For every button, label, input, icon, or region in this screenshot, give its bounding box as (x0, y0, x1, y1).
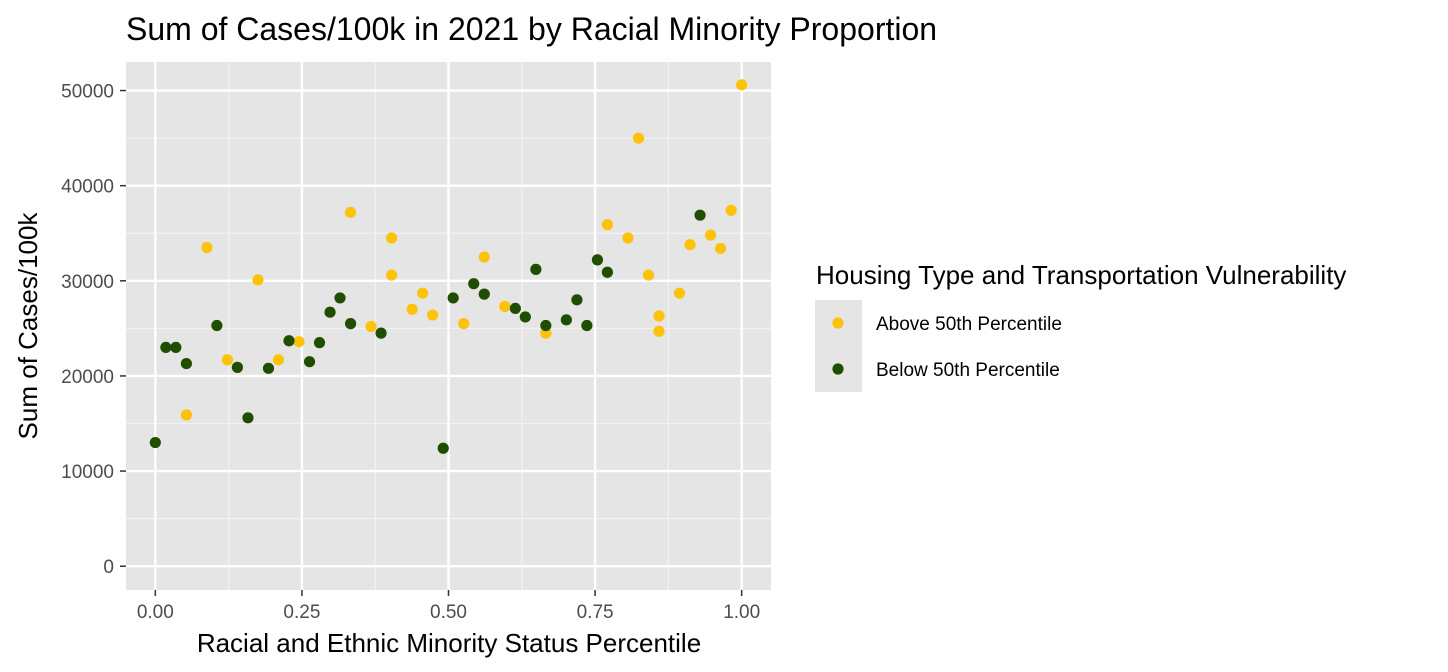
data-point (170, 341, 182, 354)
data-point (468, 278, 480, 290)
data-point (386, 232, 398, 244)
data-points (149, 79, 748, 454)
data-point (375, 327, 387, 339)
data-point (201, 241, 213, 254)
data-point (694, 209, 706, 221)
data-point (313, 337, 326, 349)
chart-title: Sum of Cases/100k in 2021 by Racial Mino… (126, 11, 937, 47)
data-point (334, 292, 346, 304)
x-tick-label: 0.75 (577, 602, 614, 623)
data-point (499, 300, 511, 313)
y-tick-label: 0 (103, 557, 114, 578)
data-point (581, 319, 593, 332)
legend-marker-above (832, 317, 844, 329)
x-tick-label: 0.50 (430, 602, 467, 623)
data-point (673, 287, 686, 299)
x-axis: 0.00 0.25 0.50 0.75 1.00 (137, 590, 760, 623)
data-point (324, 306, 336, 318)
data-point (231, 361, 244, 373)
data-point (283, 335, 295, 347)
data-point (478, 288, 490, 300)
data-point (272, 354, 285, 366)
data-point (601, 219, 614, 231)
legend-label-above: Above 50th Percentile (876, 314, 1062, 335)
data-point (447, 292, 459, 304)
grid-major-lines (126, 62, 771, 590)
y-axis: 0 10000 20000 30000 40000 50000 (61, 82, 126, 578)
data-point (684, 239, 696, 251)
x-tick-label: 0.25 (283, 602, 320, 623)
data-point (478, 251, 490, 263)
data-point (180, 409, 192, 421)
y-axis-title: Sum of Cases/100k (13, 212, 43, 440)
data-point (406, 303, 418, 315)
data-point (653, 325, 665, 337)
data-point (705, 229, 717, 241)
data-point (365, 320, 377, 333)
data-point (242, 412, 254, 424)
legend: Housing Type and Transportation Vulnerab… (815, 260, 1346, 392)
data-point (714, 242, 727, 255)
x-axis-title: Racial and Ethnic Minority Status Percen… (197, 628, 701, 658)
data-point (509, 302, 521, 314)
y-tick-label: 50000 (61, 82, 114, 103)
data-point (642, 269, 655, 281)
data-point (571, 294, 583, 306)
legend-marker-below (832, 363, 844, 375)
y-tick-label: 30000 (61, 272, 114, 293)
data-point (560, 314, 572, 326)
data-point (427, 309, 439, 321)
y-tick-label: 10000 (61, 462, 114, 483)
data-point (519, 311, 531, 323)
data-point (601, 266, 614, 278)
data-point (458, 318, 470, 330)
data-point (344, 206, 357, 218)
data-point (417, 287, 429, 299)
legend-label-below: Below 50th Percentile (876, 360, 1060, 381)
data-point (437, 442, 449, 454)
data-point (221, 354, 234, 366)
data-point (386, 269, 398, 281)
data-point (632, 132, 645, 144)
data-point (725, 204, 737, 217)
y-tick-label: 20000 (61, 367, 114, 388)
data-point (653, 310, 665, 322)
x-tick-label: 1.00 (723, 602, 760, 623)
data-point (160, 341, 172, 354)
data-point (293, 336, 305, 348)
data-point (149, 436, 161, 449)
data-point (591, 254, 604, 266)
data-point (540, 319, 552, 332)
x-tick-label: 0.00 (137, 602, 174, 623)
legend-title: Housing Type and Transportation Vulnerab… (816, 260, 1346, 290)
data-point (180, 357, 192, 370)
data-point (622, 232, 634, 244)
data-point (530, 263, 542, 275)
data-point (303, 356, 316, 368)
data-point (252, 274, 264, 286)
data-point (262, 362, 275, 374)
data-point (211, 319, 223, 332)
data-point (344, 318, 357, 330)
y-tick-label: 40000 (61, 177, 114, 198)
data-point (736, 79, 748, 91)
